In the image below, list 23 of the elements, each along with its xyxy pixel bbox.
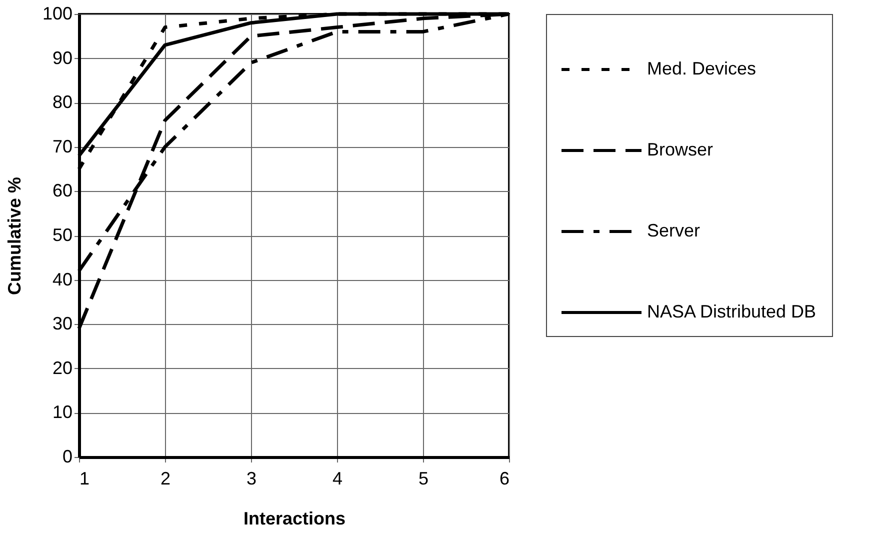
y-tick-label: 30: [52, 314, 72, 334]
x-tick-label: 3: [246, 468, 257, 488]
x-tick-label: 6: [499, 468, 510, 488]
x-tick-label: 2: [160, 468, 171, 488]
x-axis-title: Interactions: [243, 508, 346, 528]
y-tick-label: 70: [52, 136, 72, 156]
legend-label: Browser: [647, 140, 714, 160]
y-tick-label: 80: [52, 92, 72, 112]
y-tick-label: 90: [52, 48, 72, 68]
y-tick-label: 50: [52, 225, 72, 245]
y-tick-label: 20: [52, 358, 72, 378]
legend-label: NASA Distributed DB: [647, 302, 816, 322]
legend-label: Med. Devices: [647, 58, 756, 78]
y-tick-label: 60: [52, 180, 72, 201]
y-tick-label: 40: [52, 269, 72, 290]
y-tick-label: 10: [52, 402, 72, 422]
x-tick-label: 1: [80, 468, 90, 488]
legend-label: Server: [647, 220, 700, 240]
x-tick-label: 4: [332, 468, 343, 488]
x-tick-label: 5: [418, 468, 429, 488]
y-axis-title: Cumulative %: [4, 176, 24, 296]
y-tick-label: 100: [42, 4, 72, 24]
y-tick-label: 0: [62, 446, 72, 466]
